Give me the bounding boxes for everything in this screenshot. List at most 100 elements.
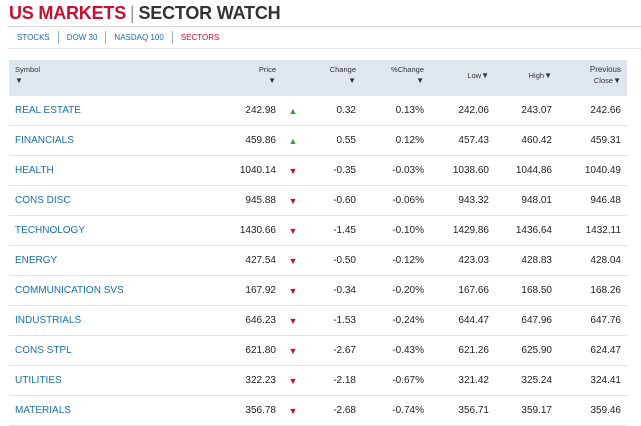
pct-change-cell: -0.74% — [362, 395, 430, 426]
prev-close-cell: 428.04 — [558, 245, 627, 276]
nav-tab-dow-30[interactable]: DOW 30 — [57, 31, 106, 44]
symbol-link[interactable]: REAL ESTATE — [9, 96, 174, 126]
down-arrow-icon: ▼ — [282, 185, 304, 216]
high-cell: 647.96 — [495, 305, 558, 336]
change-cell: 0.55 — [304, 125, 362, 156]
page-header: US MARKETS | SECTOR WATCH — [9, 3, 281, 25]
symbol-link[interactable]: CONS STPL — [9, 335, 174, 366]
high-cell: 1044.86 — [495, 155, 558, 186]
sort-symbol-icon[interactable]: ▼ — [15, 76, 23, 85]
prev-close-cell: 459.31 — [558, 125, 627, 156]
change-cell: -0.50 — [304, 245, 362, 276]
symbol-link[interactable]: ENERGY — [9, 245, 174, 276]
sort-high-icon[interactable]: ▼ — [544, 71, 552, 80]
symbol-link[interactable]: FINANCIALS — [9, 125, 174, 156]
nav-divider — [7, 48, 641, 49]
symbol-link[interactable]: MATERIALS — [9, 395, 174, 426]
sort-low-icon[interactable]: ▼ — [481, 71, 489, 80]
change-cell: -2.68 — [304, 395, 362, 426]
prev-close-cell: 1432.11 — [558, 215, 627, 246]
prev-close-cell: 242.66 — [558, 96, 627, 126]
sort-prev-close-icon[interactable]: ▼ — [613, 76, 621, 85]
price-cell: 646.23 — [174, 305, 282, 336]
prev-close-cell: 624.47 — [558, 335, 627, 366]
pct-change-cell: 0.12% — [362, 125, 430, 156]
down-arrow-icon: ▼ — [282, 245, 304, 276]
change-cell: -1.53 — [304, 305, 362, 336]
sort-price-icon[interactable]: ▼ — [268, 76, 276, 85]
up-arrow-icon: ▲ — [282, 96, 304, 126]
col-header-high[interactable]: High▼ — [495, 60, 558, 96]
nav-tab-sectors[interactable]: SECTORS — [171, 31, 228, 44]
symbol-link[interactable]: INDUSTRIALS — [9, 305, 174, 336]
nav-tab-stocks[interactable]: STOCKS — [17, 33, 50, 42]
change-cell: -0.35 — [304, 155, 362, 186]
sort-change-icon[interactable]: ▼ — [348, 76, 356, 85]
table-row: HEALTH 1040.14 ▼ -0.35 -0.03% 1038.60 1044.86 1… — [9, 155, 627, 186]
change-cell: 0.32 — [304, 96, 362, 126]
high-cell: 460.42 — [495, 125, 558, 156]
price-cell: 242.98 — [174, 96, 282, 126]
low-cell: 356.71 — [430, 395, 495, 426]
table-row: MATERIALS 356.78 ▼ -2.68 -0.74% 356.71 359.17 3… — [9, 395, 627, 426]
high-cell: 428.83 — [495, 245, 558, 276]
price-cell: 1040.14 — [174, 155, 282, 186]
low-cell: 621.26 — [430, 335, 495, 366]
down-arrow-icon: ▼ — [282, 275, 304, 306]
table-row: CONS DISC 945.88 ▼ -0.60 -0.06% 943.32 948.01 9… — [9, 185, 627, 216]
down-arrow-icon: ▼ — [282, 335, 304, 366]
col-header-change[interactable]: Change ▼ — [304, 60, 362, 96]
low-cell: 1429.86 — [430, 215, 495, 246]
symbol-link[interactable]: HEALTH — [9, 155, 174, 186]
low-cell: 423.03 — [430, 245, 495, 276]
title-us-markets: US MARKETS — [9, 3, 127, 23]
table-row: ENERGY 427.54 ▼ -0.50 -0.12% 423.03 428.83 428.… — [9, 245, 627, 276]
change-cell: -0.60 — [304, 185, 362, 216]
low-cell: 167.66 — [430, 275, 495, 306]
col-header-pct-change[interactable]: %Change ▼ — [362, 60, 430, 96]
up-arrow-icon: ▲ — [282, 125, 304, 156]
sector-table: Symbol ▼ Price ▼ Change ▼ %Change ▼ Low▼… — [9, 60, 627, 426]
prev-close-cell: 946.48 — [558, 185, 627, 216]
low-cell: 1038.60 — [430, 155, 495, 186]
title-separator: | — [130, 3, 135, 23]
table-row: FINANCIALS 459.86 ▲ 0.55 0.12% 457.43 460.42 45… — [9, 125, 627, 156]
down-arrow-icon: ▼ — [282, 305, 304, 336]
col-header-price[interactable]: Price ▼ — [174, 60, 282, 96]
header-divider — [7, 26, 641, 27]
price-cell: 1430.66 — [174, 215, 282, 246]
prev-close-cell: 1040.49 — [558, 155, 627, 186]
high-cell: 359.17 — [495, 395, 558, 426]
low-cell: 321.42 — [430, 365, 495, 396]
price-cell: 322.23 — [174, 365, 282, 396]
sort-pct-change-icon[interactable]: ▼ — [416, 76, 424, 85]
col-header-symbol[interactable]: Symbol ▼ — [9, 60, 174, 96]
high-cell: 625.90 — [495, 335, 558, 366]
high-cell: 1436.64 — [495, 215, 558, 246]
high-cell: 325.24 — [495, 365, 558, 396]
price-cell: 459.86 — [174, 125, 282, 156]
prev-close-cell: 324.41 — [558, 365, 627, 396]
change-cell: -2.67 — [304, 335, 362, 366]
table-row: REAL ESTATE 242.98 ▲ 0.32 0.13% 242.06 243.07 2… — [9, 96, 627, 126]
col-header-prev-close[interactable]: Previous Close▼ — [558, 60, 627, 96]
symbol-link[interactable]: UTILITIES — [9, 365, 174, 396]
symbol-link[interactable]: COMMUNICATION SVS — [9, 275, 174, 306]
symbol-link[interactable]: TECHNOLOGY — [9, 215, 174, 246]
symbol-link[interactable]: CONS DISC — [9, 185, 174, 216]
down-arrow-icon: ▼ — [282, 365, 304, 396]
change-cell: -2.18 — [304, 365, 362, 396]
pct-change-cell: -0.24% — [362, 305, 430, 336]
high-cell: 243.07 — [495, 96, 558, 126]
price-cell: 945.88 — [174, 185, 282, 216]
prev-close-cell: 647.76 — [558, 305, 627, 336]
pct-change-cell: -0.03% — [362, 155, 430, 186]
price-cell: 427.54 — [174, 245, 282, 276]
col-header-low[interactable]: Low▼ — [430, 60, 495, 96]
low-cell: 644.47 — [430, 305, 495, 336]
price-cell: 167.92 — [174, 275, 282, 306]
change-cell: -1.45 — [304, 215, 362, 246]
pct-change-cell: -0.67% — [362, 365, 430, 396]
nav-tab-nasdaq-100[interactable]: NASDAQ 100 — [105, 31, 171, 44]
high-cell: 948.01 — [495, 185, 558, 216]
